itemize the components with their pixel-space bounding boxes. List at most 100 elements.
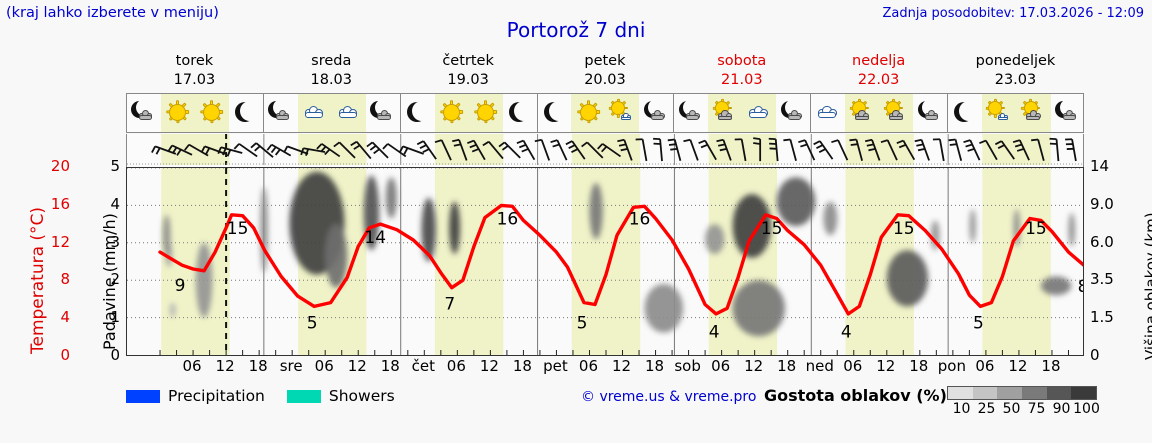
- x-tick-label: 18: [380, 357, 400, 375]
- day-header-četrtek: četrtek 19.03: [400, 52, 537, 92]
- temperature-extreme-label: 8: [1078, 277, 1083, 297]
- precipitation-tick: 5: [110, 157, 120, 175]
- precipitation-swatch: [126, 389, 160, 403]
- cloud-height-tick: 3.5: [1090, 270, 1114, 289]
- sun-cloud-icon: [1019, 98, 1049, 128]
- cloud-density-ramp-cell: [997, 387, 1023, 399]
- x-tick-label: 12: [876, 357, 896, 375]
- icon-cell: [639, 94, 673, 132]
- sun-icon: [437, 98, 467, 128]
- icon-cell: [229, 94, 263, 132]
- day-date: 19.03: [447, 72, 489, 88]
- x-tick-label: 18: [1041, 357, 1061, 375]
- x-tick-label: 12: [479, 357, 499, 375]
- cloud-height-tick: 1.5: [1090, 308, 1114, 327]
- temperature-extreme-label: 15: [761, 219, 783, 239]
- icon-cell: [605, 94, 640, 132]
- day-header-petek: petek 20.03: [537, 52, 674, 92]
- wind-barbs: [127, 134, 1083, 165]
- sun-icon: [197, 98, 227, 128]
- icon-day-nedelja: [811, 94, 949, 132]
- moon-cloud-icon: [1053, 98, 1083, 128]
- cloud-white-icon: [744, 98, 774, 128]
- temperature-extreme-label: 5: [307, 313, 318, 333]
- icon-cell: [264, 94, 298, 132]
- cloud-density-ramp-label: 50: [1002, 401, 1021, 417]
- moon-cloud-icon: [129, 98, 159, 128]
- day-header-nedelja: nedelja 22.03: [810, 52, 947, 92]
- day-header-row: torek 17.03 sreda 18.03 četrtek 19.03 petek 20.…: [126, 52, 1084, 92]
- precipitation-tick: 2: [110, 270, 120, 289]
- cloud-white-icon: [334, 98, 364, 128]
- page-title: Portorož 7 dni: [506, 18, 646, 42]
- icon-cell: [366, 94, 400, 132]
- cloud-density-ramp-cell: [1046, 387, 1072, 399]
- day-header-sreda: sreda 18.03: [263, 52, 400, 92]
- cloud-density-ramp-cell: [948, 387, 973, 399]
- icon-cell: [571, 94, 606, 132]
- icon-cell: [708, 94, 743, 132]
- icon-cell: [127, 94, 161, 132]
- cloud-density-ramp-label: 10: [952, 401, 971, 417]
- cloud-height-tick: 14: [1090, 157, 1110, 175]
- temperature-tick: 8: [60, 270, 70, 289]
- x-tick-label: 18: [909, 357, 929, 375]
- moon-cloud-icon: [266, 98, 296, 128]
- cloud-density-ramp-label: 75: [1027, 401, 1046, 417]
- x-tick-label: 06: [314, 357, 334, 375]
- temperature-extreme-label: 9: [175, 276, 186, 296]
- icon-day-četrtek: [401, 94, 538, 132]
- x-tick-label: 06: [446, 357, 466, 375]
- x-tick-label: 06: [711, 357, 731, 375]
- icon-cell: [674, 94, 708, 132]
- day-name: nedelja: [852, 53, 906, 69]
- x-tick-label: 06: [182, 357, 202, 375]
- temperature-tick: 20: [50, 157, 70, 175]
- chart-canvas: 9 15 5 14 7 16 5 16 4 15 4 15 5 15 8: [127, 168, 1083, 355]
- sun-cloud-icon: [710, 98, 740, 128]
- moon-icon: [540, 98, 570, 128]
- temperature-curve: [158, 203, 1083, 316]
- temperature-axis-title: Temperatura (°C): [28, 206, 48, 354]
- showers-legend-label: Showers: [328, 387, 395, 405]
- cloud-height-axis-title: Višina oblakov (km): [1142, 212, 1152, 360]
- icon-cell: [879, 94, 914, 132]
- cloud-height-tick: 0: [1090, 346, 1100, 364]
- moon-cloud-icon: [778, 98, 808, 128]
- day-date: 18.03: [310, 72, 353, 88]
- forecast-chart: 9 15 5 14 7 16 5 16 4 15 4 15 5 15 8: [126, 167, 1084, 356]
- temperature-tick: 16: [50, 194, 70, 213]
- sun-icon: [163, 98, 193, 128]
- temperature-extreme-label: 4: [841, 323, 852, 343]
- showers-swatch: [286, 389, 321, 403]
- location-menu-note[interactable]: (kraj lahko izberete v meniju): [6, 5, 219, 21]
- temperature-extreme-label: 15: [893, 219, 915, 239]
- x-tick-label: 18: [512, 357, 532, 375]
- x-tick-label: 12: [215, 357, 235, 375]
- copyright-label[interactable]: © vreme.us & vreme.pro: [581, 389, 757, 405]
- cloud-white-icon: [300, 98, 330, 128]
- icon-cell: [503, 94, 537, 132]
- x-tick-label: 12: [611, 357, 632, 375]
- icon-cell: [331, 94, 366, 132]
- day-date: 20.03: [584, 72, 626, 88]
- icon-cell: [538, 94, 572, 132]
- day-name: torek: [175, 53, 214, 69]
- day-date: 21.03: [721, 72, 763, 88]
- temperature-extreme-label: 5: [577, 313, 588, 333]
- sun-icon: [573, 98, 603, 128]
- x-tick-label: pon: [937, 357, 966, 375]
- icon-cell: [434, 94, 469, 132]
- sun-cloud-small-icon: [984, 98, 1014, 128]
- day-name: četrtek: [442, 53, 494, 69]
- temperature-tick: 0: [60, 346, 70, 364]
- day-name: ponedeljek: [975, 53, 1056, 69]
- cloud-density-ramp: [947, 386, 1097, 400]
- day-date: 22.03: [857, 72, 900, 88]
- day-header-sobota: sobota 21.03: [673, 52, 810, 92]
- cloud-height-tick: 6.0: [1090, 232, 1114, 251]
- cloud-height-tick: 9.0: [1090, 194, 1114, 213]
- day-header-torek: torek 17.03: [126, 52, 263, 92]
- temperature-extreme-label: 15: [227, 219, 249, 239]
- precipitation-tick: 4: [110, 194, 120, 213]
